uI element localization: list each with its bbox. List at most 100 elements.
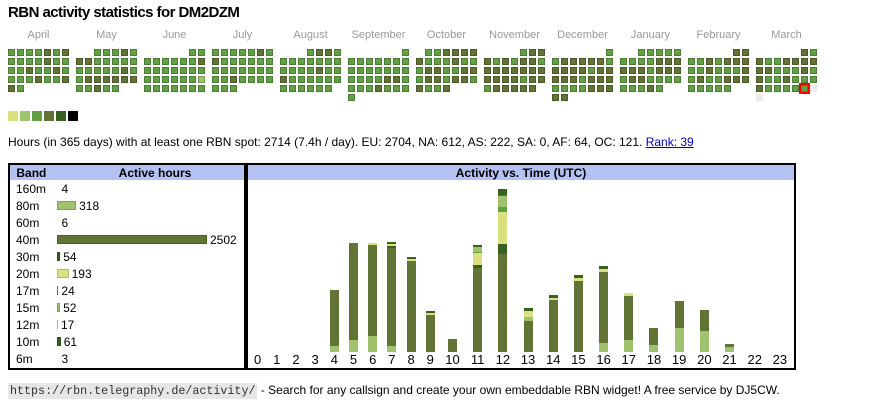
calendar-day-cell [375, 76, 382, 83]
calendar-day-cell [153, 58, 160, 65]
calendar-day-cell [502, 85, 509, 92]
month-grid [280, 49, 341, 92]
calendar-day-cell [248, 58, 255, 65]
calendar-day-cell [674, 49, 681, 56]
calendar-day-cell [538, 58, 545, 65]
band-label: 30m [16, 249, 40, 264]
calendar-day-cell [792, 67, 799, 74]
calendar-day-cell [656, 67, 663, 74]
calendar-day-cell [588, 85, 595, 92]
calendar-day-cell [461, 58, 468, 65]
calendar-day-cell [502, 58, 509, 65]
calendar-day-cell [756, 85, 763, 92]
calendar-day-cell [434, 49, 441, 56]
month-grid [212, 49, 273, 92]
calendar-day-cell [724, 67, 731, 74]
calendar-day-cell [783, 85, 790, 92]
calendar-day-cell [35, 67, 42, 74]
calendar-empty-cell [715, 49, 722, 56]
calendar-day-cell [810, 58, 817, 65]
calendar-day-cell [325, 76, 332, 83]
hour-label-19: 19 [671, 352, 687, 367]
calendar-empty-cell [76, 49, 83, 56]
calendar-day-cell [792, 85, 799, 92]
calendar-day-cell [266, 49, 273, 56]
calendar-day-cell [17, 85, 24, 92]
calendar-day-cell [221, 67, 228, 74]
calendar-day-cell [280, 76, 287, 83]
calendar-day-cell [76, 67, 83, 74]
calendar-day-cell [597, 58, 604, 65]
hour-bar-segment [368, 245, 378, 336]
calendar-day-cell [130, 67, 137, 74]
calendar-day-cell [298, 67, 305, 74]
calendar-day-cell [493, 76, 500, 83]
calendar-day-cell [171, 58, 178, 65]
calendar-day-cell [212, 49, 219, 56]
calendar-day-cell [266, 67, 273, 74]
calendar-empty-cell [375, 49, 382, 56]
calendar-day-cell [452, 67, 459, 74]
calendar-empty-cell [493, 49, 500, 56]
calendar-day-cell [638, 58, 645, 65]
calendar-day-cell [493, 58, 500, 65]
calendar-empty-cell [570, 49, 577, 56]
hour-bar-segment [473, 268, 483, 352]
band-label: 160m [16, 181, 47, 196]
calendar-day-cell [53, 49, 60, 56]
calendar-day-cell [443, 85, 450, 92]
hour-label-21: 21 [722, 352, 737, 367]
hour-bar-segment [473, 245, 483, 247]
hour-column-2 [286, 180, 305, 352]
calendar-day-cell [520, 76, 527, 83]
calendar-day-cell [62, 58, 69, 65]
calendar-day-cell [620, 58, 627, 65]
calendar-day-cell [511, 85, 518, 92]
calendar-day-cell [212, 76, 219, 83]
calendar-empty-cell [783, 49, 790, 56]
calendar-empty-cell [597, 49, 604, 56]
calendar-day-cell [484, 67, 491, 74]
hour-bar-segment [624, 340, 634, 352]
calendar-day-cell [384, 58, 391, 65]
calendar-day-cell [230, 85, 237, 92]
hour-bar-segment [387, 243, 397, 246]
month-label: June [162, 29, 187, 41]
calendar-day-cell [724, 58, 731, 65]
calendar-day-cell [665, 76, 672, 83]
rank-link[interactable]: Rank: 39 [645, 135, 694, 149]
band-bar [57, 235, 207, 244]
hour-column-0 [248, 180, 267, 352]
calendar-day-cell [334, 67, 341, 74]
hour-bar-segment [548, 295, 558, 298]
calendar-day-cell [44, 49, 51, 56]
calendar-day-cell [53, 76, 60, 83]
hour-column-5 [344, 180, 363, 352]
calendar-empty-cell [511, 49, 518, 56]
calendar-day-cell [348, 94, 355, 101]
calendar-day-cell [674, 67, 681, 74]
calendar-day-cell [756, 58, 763, 65]
calendar-day-cell [171, 76, 178, 83]
calendar-empty-cell [357, 49, 364, 56]
calendar-day-cell [26, 76, 33, 83]
calendar-day-cell [257, 58, 264, 65]
hour-bar-segment [523, 311, 533, 317]
hour-bar-segment [406, 258, 416, 261]
calendar-day-cell [629, 85, 636, 92]
calendar-day-cell [552, 85, 559, 92]
calendar-day-cell [121, 49, 128, 56]
hour-label-14: 14 [545, 352, 561, 367]
calendar-empty-cell [162, 49, 169, 56]
calendar-day-cell [375, 58, 382, 65]
page-title: RBN activity statistics for DM2DZM [8, 4, 240, 21]
calendar-day-cell [85, 85, 92, 92]
calendar-day-cell [470, 76, 477, 83]
calendar-day-cell [221, 76, 228, 83]
band-label: 10m [16, 334, 40, 349]
calendar-empty-cell [724, 49, 731, 56]
calendar-day-cell [606, 58, 613, 65]
hour-column-22 [742, 180, 767, 352]
calendar-day-cell [538, 49, 545, 56]
band-label: 60m [16, 215, 40, 230]
